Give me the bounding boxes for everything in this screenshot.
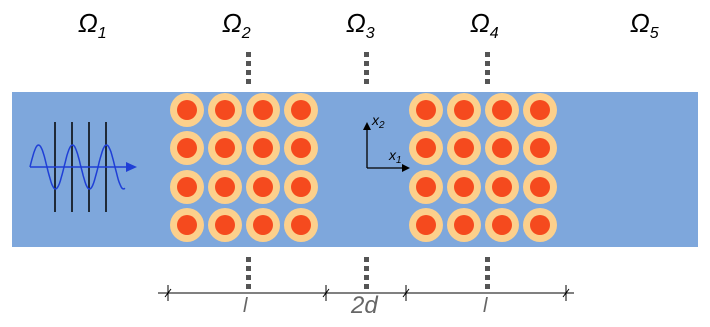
- inclusion-core: [454, 177, 474, 197]
- continuation-dot: [485, 257, 490, 262]
- inclusion-core: [253, 177, 273, 197]
- length-label-left: l: [243, 295, 248, 317]
- inclusion-core: [177, 177, 197, 197]
- coordinate-axes: [363, 122, 410, 172]
- inclusion-core: [215, 138, 235, 158]
- continuation-dot: [485, 275, 490, 280]
- phononic-crystal: [170, 93, 557, 242]
- length-label-right: l: [483, 295, 488, 317]
- continuation-dot: [364, 284, 369, 289]
- inclusion-core: [291, 215, 311, 235]
- dimension-slash: [322, 288, 330, 298]
- continuation-dot: [246, 275, 251, 280]
- axis-label-x1: x1: [389, 147, 402, 166]
- inclusion-core: [253, 138, 273, 158]
- inclusion-core: [530, 215, 550, 235]
- continuation-dot: [246, 70, 251, 75]
- region-label-2: Ω2: [222, 8, 251, 42]
- continuation-dot: [485, 284, 490, 289]
- inclusion-core: [492, 100, 512, 120]
- inclusion-core: [416, 138, 436, 158]
- inclusion-core: [291, 138, 311, 158]
- continuation-dot: [364, 266, 369, 271]
- incident-wave: [29, 122, 137, 212]
- gap-label: 2d: [351, 292, 378, 319]
- axis-label-x2: x2: [372, 112, 385, 131]
- inclusion-core: [454, 100, 474, 120]
- wave-direction-arrow: [126, 162, 137, 172]
- inclusion-core: [530, 100, 550, 120]
- inclusion-core: [492, 138, 512, 158]
- dimension-lines: [158, 285, 574, 301]
- inclusion-core: [177, 100, 197, 120]
- axis-x1-arrow: [402, 164, 410, 172]
- inclusion-core: [253, 100, 273, 120]
- continuation-dots: [246, 52, 490, 289]
- continuation-dot: [246, 61, 251, 66]
- inclusion-core: [492, 215, 512, 235]
- continuation-dot: [485, 79, 490, 84]
- inclusion-core: [416, 215, 436, 235]
- region-label-3: Ω3: [346, 8, 375, 42]
- dimension-slash: [562, 288, 570, 298]
- continuation-dot: [485, 70, 490, 75]
- continuation-dot: [364, 52, 369, 57]
- inclusion-core: [454, 138, 474, 158]
- inclusion-core: [177, 138, 197, 158]
- continuation-dot: [246, 52, 251, 57]
- dimension-slash: [402, 288, 410, 298]
- region-label-1: Ω1: [78, 8, 107, 42]
- inclusion-core: [291, 177, 311, 197]
- inclusion-core: [215, 177, 235, 197]
- inclusion-core: [530, 138, 550, 158]
- inclusion-core: [291, 100, 311, 120]
- continuation-dot: [364, 275, 369, 280]
- continuation-dot: [246, 257, 251, 262]
- region-label-5: Ω5: [630, 8, 659, 42]
- continuation-dot: [246, 284, 251, 289]
- continuation-dot: [246, 266, 251, 271]
- continuation-dot: [364, 70, 369, 75]
- inclusion-core: [530, 177, 550, 197]
- region-label-4: Ω4: [470, 8, 499, 42]
- continuation-dot: [246, 79, 251, 84]
- dimension-slash: [164, 288, 172, 298]
- wave-curve: [29, 144, 126, 190]
- inclusion-core: [454, 215, 474, 235]
- continuation-dot: [364, 257, 369, 262]
- inclusion-core: [416, 177, 436, 197]
- inclusion-core: [215, 215, 235, 235]
- continuation-dot: [485, 266, 490, 271]
- continuation-dot: [485, 61, 490, 66]
- continuation-dot: [364, 79, 369, 84]
- inclusion-core: [177, 215, 197, 235]
- continuation-dot: [364, 61, 369, 66]
- inclusion-core: [492, 177, 512, 197]
- continuation-dot: [485, 52, 490, 57]
- axis-x2-arrow: [363, 122, 371, 130]
- inclusion-core: [215, 100, 235, 120]
- inclusion-core: [416, 100, 436, 120]
- inclusion-core: [253, 215, 273, 235]
